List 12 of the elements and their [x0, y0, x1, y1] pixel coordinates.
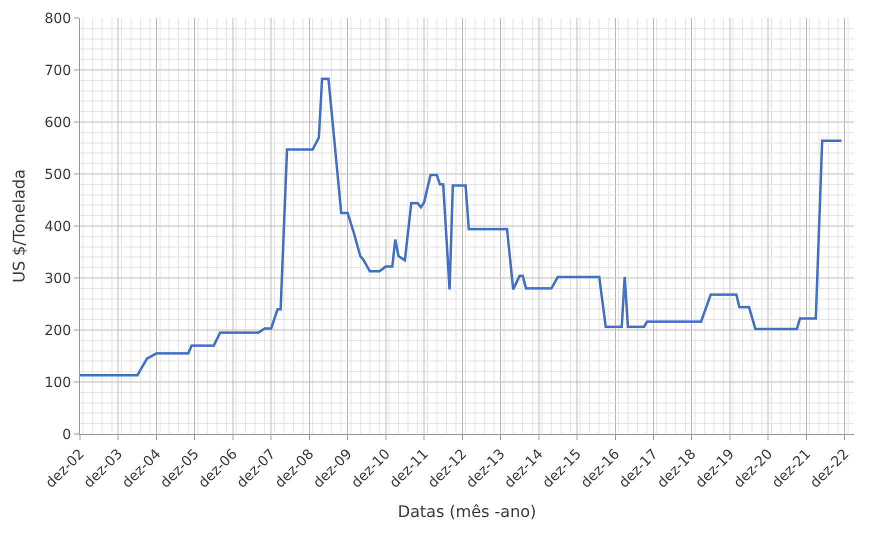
line-series: [80, 78, 843, 376]
x-axis-title: Datas (mês -ano): [398, 502, 536, 522]
y-tick-label: 400: [44, 218, 72, 235]
y-tick-label: 500: [44, 166, 72, 183]
y-axis-title: US $/Tonelada: [9, 169, 28, 283]
y-tick-label: 300: [44, 270, 72, 287]
y-tick-label: 600: [44, 114, 72, 131]
y-tick-label: 700: [44, 62, 72, 79]
y-tick-label: 800: [44, 10, 72, 27]
y-tick-label: 200: [44, 322, 72, 339]
y-tick-label: 0: [62, 426, 72, 443]
y-tick-label: 100: [44, 374, 72, 391]
